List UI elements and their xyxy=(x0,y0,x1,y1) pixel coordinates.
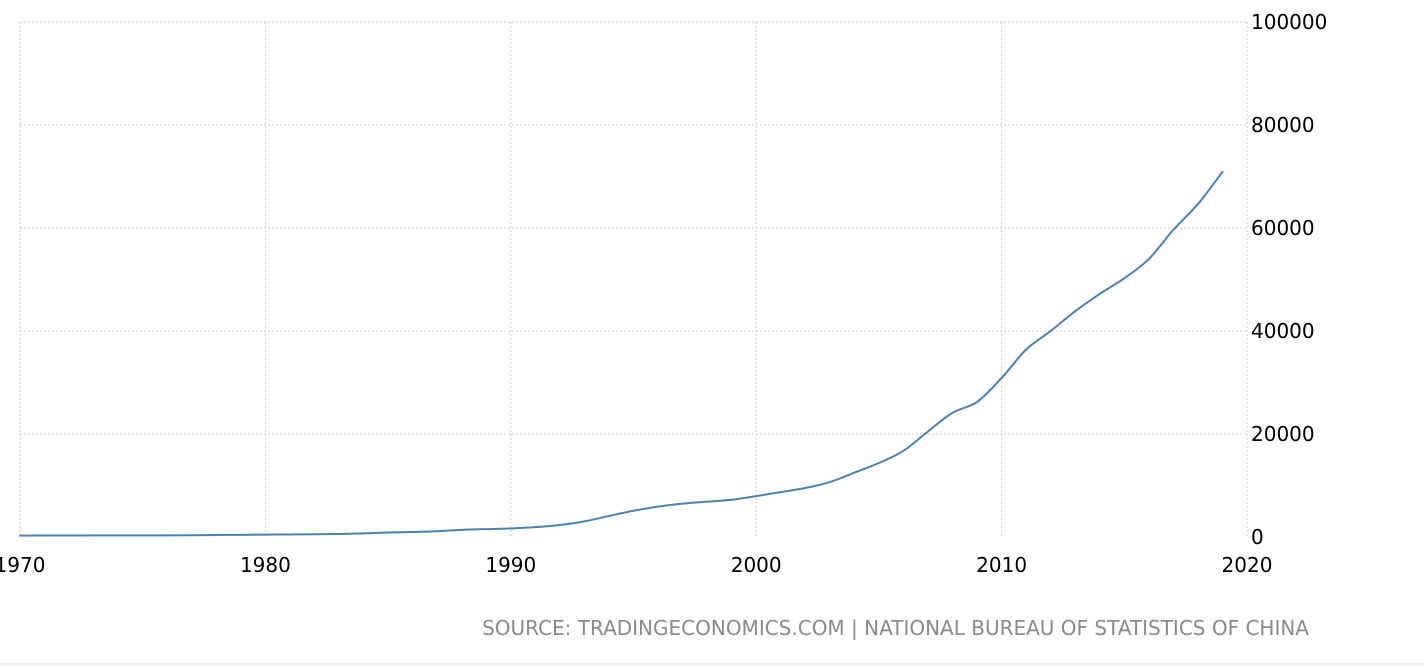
x-tick-label: 1970 xyxy=(0,553,45,577)
series-line xyxy=(19,170,1224,537)
x-tick-label: 2020 xyxy=(1222,553,1273,577)
y-axis-ticks: 0 20000 40000 60000 80000 100000 xyxy=(1251,10,1327,549)
y-tick-label: 60000 xyxy=(1251,216,1315,240)
x-tick-label: 2010 xyxy=(976,553,1027,577)
x-tick-label: 1990 xyxy=(485,553,536,577)
y-tick-label: 80000 xyxy=(1251,113,1315,137)
grid-lines xyxy=(19,21,1248,537)
x-tick-label: 2000 xyxy=(731,553,782,577)
x-tick-label: 1980 xyxy=(240,553,291,577)
y-tick-label: 20000 xyxy=(1251,422,1315,446)
y-tick-label: 100000 xyxy=(1251,10,1327,34)
x-axis-ticks: 1970 1980 1990 2000 2010 2020 xyxy=(0,553,1272,577)
source-credit: SOURCE: TRADINGECONOMICS.COM | NATIONAL … xyxy=(482,616,1309,640)
y-tick-label: 40000 xyxy=(1251,319,1315,343)
y-tick-label: 0 xyxy=(1251,525,1264,549)
